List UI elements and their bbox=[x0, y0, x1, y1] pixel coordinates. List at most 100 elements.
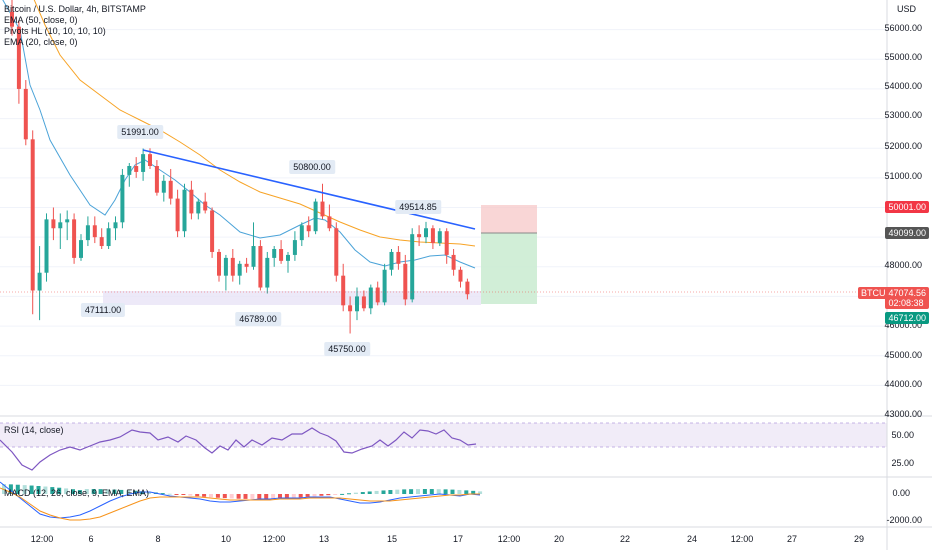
symbol-title[interactable]: Bitcoin / U.S. Dollar, 4h, BITSTAMP bbox=[4, 4, 146, 14]
candle[interactable] bbox=[313, 201, 318, 232]
indicator-pivots[interactable]: Pivots HL (10, 10, 10, 10) bbox=[4, 26, 106, 36]
candle[interactable] bbox=[189, 189, 194, 214]
chart-legend: Bitcoin / U.S. Dollar, 4h, BITSTAMP EMA … bbox=[4, 4, 146, 48]
candle[interactable] bbox=[237, 263, 242, 276]
candle[interactable] bbox=[361, 296, 366, 309]
macd-bar bbox=[43, 486, 48, 494]
price-tick: 46000.00 bbox=[884, 320, 922, 330]
candle[interactable] bbox=[10, 11, 14, 27]
candle[interactable] bbox=[127, 166, 132, 175]
macd-bar bbox=[202, 494, 207, 497]
candle[interactable] bbox=[161, 180, 166, 193]
time-tick: 22 bbox=[619, 534, 631, 544]
candle[interactable] bbox=[389, 251, 394, 270]
macd-tick: 0.00 bbox=[892, 488, 910, 498]
candle[interactable] bbox=[37, 272, 42, 291]
candle[interactable] bbox=[417, 234, 422, 238]
candle[interactable] bbox=[437, 231, 442, 244]
macd-bar bbox=[105, 489, 110, 494]
candle[interactable] bbox=[148, 154, 152, 166]
candle[interactable] bbox=[65, 219, 70, 223]
macd-bar bbox=[457, 489, 462, 494]
candle[interactable] bbox=[230, 257, 235, 276]
macd-bar bbox=[112, 489, 117, 494]
macd-bar bbox=[84, 489, 89, 494]
candle[interactable] bbox=[292, 240, 297, 255]
candle[interactable] bbox=[134, 166, 139, 172]
macd-bar bbox=[160, 493, 165, 495]
candle[interactable] bbox=[120, 174, 125, 223]
candle[interactable] bbox=[16, 26, 21, 89]
macd-bar bbox=[340, 493, 345, 495]
macd-bar bbox=[305, 494, 310, 497]
candle[interactable] bbox=[72, 219, 77, 258]
candle[interactable] bbox=[141, 154, 146, 172]
candle[interactable] bbox=[382, 269, 387, 303]
macd-legend[interactable]: MACD (12, 26, close, 9, EMA, EMA) bbox=[4, 488, 150, 498]
candle[interactable] bbox=[217, 251, 221, 276]
candle[interactable] bbox=[154, 166, 159, 193]
candle[interactable] bbox=[44, 219, 49, 273]
macd-bar bbox=[367, 491, 372, 494]
candle[interactable] bbox=[168, 180, 173, 199]
candle[interactable] bbox=[258, 246, 263, 288]
candle[interactable] bbox=[30, 139, 35, 291]
candle[interactable] bbox=[92, 225, 97, 238]
candle[interactable] bbox=[106, 228, 111, 247]
candle[interactable] bbox=[396, 251, 401, 264]
price-tick: 56000.00 bbox=[884, 23, 922, 33]
macd-bar bbox=[126, 490, 131, 494]
candle[interactable] bbox=[223, 257, 228, 276]
candle[interactable] bbox=[23, 88, 28, 140]
candle[interactable] bbox=[79, 240, 83, 258]
candle[interactable] bbox=[85, 225, 90, 241]
candle[interactable] bbox=[272, 249, 277, 258]
candle[interactable] bbox=[299, 225, 304, 241]
macd-bar bbox=[167, 493, 172, 495]
candle[interactable] bbox=[451, 254, 456, 270]
candle[interactable] bbox=[306, 225, 311, 232]
candle[interactable] bbox=[279, 249, 284, 261]
candle[interactable] bbox=[327, 216, 332, 229]
macd-bar bbox=[209, 494, 213, 498]
candle[interactable] bbox=[355, 296, 359, 312]
candle[interactable] bbox=[51, 219, 56, 229]
candle[interactable] bbox=[465, 281, 470, 295]
candle[interactable] bbox=[182, 189, 187, 232]
candle[interactable] bbox=[444, 231, 449, 255]
rsi-legend[interactable]: RSI (14, close) bbox=[4, 425, 64, 435]
candle[interactable] bbox=[424, 228, 428, 238]
candle[interactable] bbox=[58, 222, 63, 229]
time-tick: 17 bbox=[452, 534, 464, 544]
candle[interactable] bbox=[320, 201, 325, 217]
indicator-ema50[interactable]: EMA (50, close, 0) bbox=[4, 15, 78, 25]
candle[interactable] bbox=[348, 305, 353, 312]
candle[interactable] bbox=[196, 201, 201, 214]
candle[interactable] bbox=[375, 287, 380, 303]
candle[interactable] bbox=[203, 201, 208, 211]
candle[interactable] bbox=[265, 257, 270, 288]
candle[interactable] bbox=[334, 228, 339, 276]
last-price-tag: 47074.56 02:08:38 bbox=[885, 287, 929, 309]
candle[interactable] bbox=[99, 237, 104, 247]
candle[interactable] bbox=[244, 263, 249, 267]
candles bbox=[10, 0, 470, 334]
candle[interactable] bbox=[113, 222, 118, 229]
candle[interactable] bbox=[210, 210, 215, 252]
candle[interactable] bbox=[368, 287, 373, 309]
macd-bar bbox=[77, 490, 82, 494]
indicator-ema20[interactable]: EMA (20, close, 0) bbox=[4, 37, 78, 47]
macd-bar bbox=[395, 489, 400, 494]
candle[interactable] bbox=[403, 263, 408, 300]
macd-bar bbox=[236, 494, 241, 499]
candle[interactable] bbox=[458, 269, 463, 282]
candle[interactable] bbox=[341, 275, 346, 306]
target-price-tag: 50001.00 bbox=[885, 201, 929, 213]
candle[interactable] bbox=[410, 234, 415, 300]
candle[interactable] bbox=[286, 254, 290, 261]
candle[interactable] bbox=[430, 228, 435, 244]
candle[interactable] bbox=[175, 198, 180, 232]
trendline[interactable] bbox=[142, 149, 476, 230]
candle[interactable] bbox=[251, 246, 256, 267]
